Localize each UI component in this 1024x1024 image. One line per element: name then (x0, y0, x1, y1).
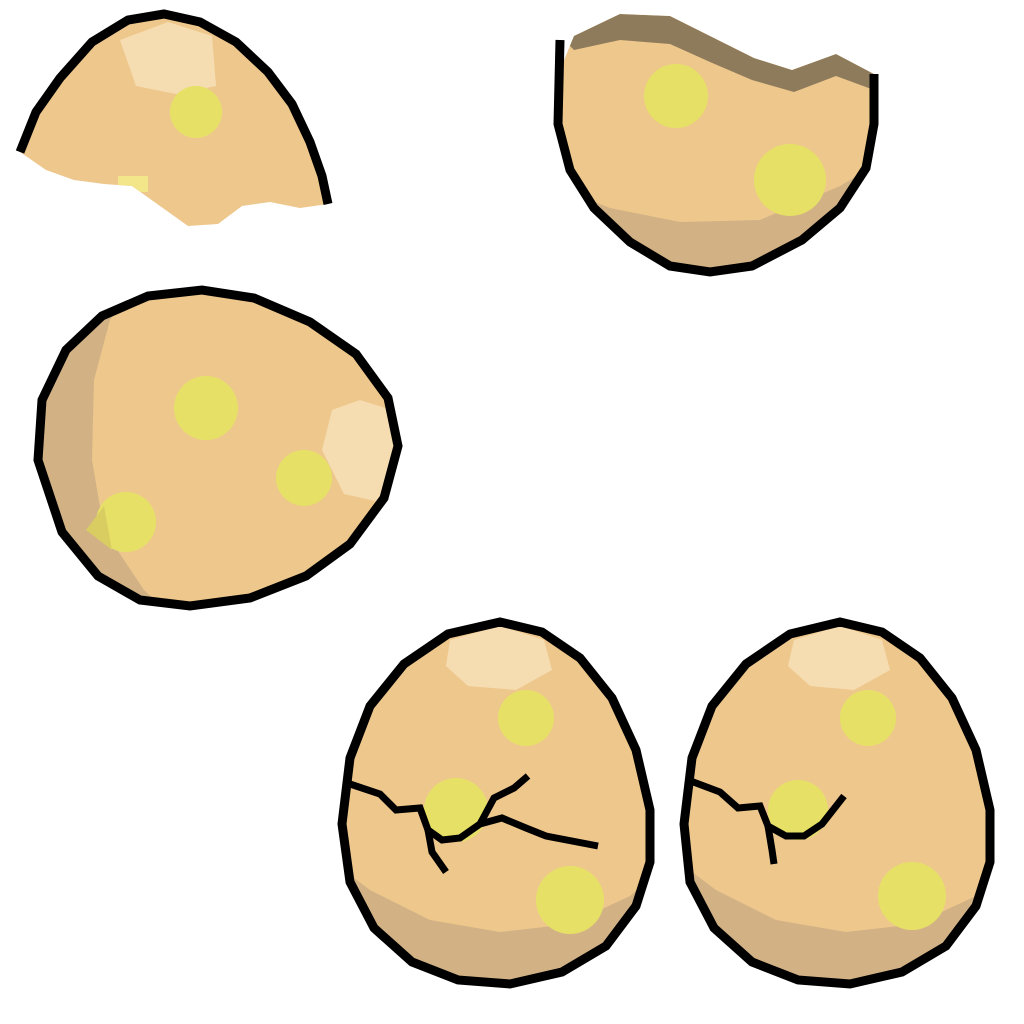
egg-whole-rotated (33, 285, 403, 611)
egg-cracked-small (679, 617, 995, 989)
egg-cracked-large (337, 617, 655, 989)
egg-shell-bottom-fragment (553, 14, 879, 277)
egg-shell-top-fragment (15, 9, 333, 226)
crack-line (342, 778, 599, 850)
